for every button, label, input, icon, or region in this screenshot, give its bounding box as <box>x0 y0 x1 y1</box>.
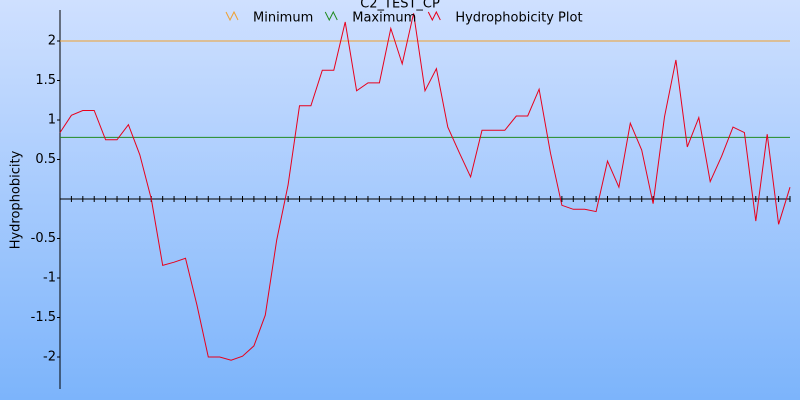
data-line <box>59 13 791 361</box>
chart-title: C2_TEST_CP <box>360 0 440 12</box>
legend-label: Maximum <box>352 11 416 26</box>
y-tick-label: 0.5 <box>35 152 56 167</box>
legend-label: Minimum <box>253 11 313 26</box>
legend-icon <box>427 10 441 22</box>
y-axis-label: Hydrophobicity <box>9 150 24 249</box>
y-tick-label: 1.5 <box>35 73 56 88</box>
y-tick-label: -1 <box>43 271 56 286</box>
legend-icon <box>324 10 338 22</box>
legend-label: Hydrophobicity Plot <box>455 11 582 26</box>
y-tick-label: -0.5 <box>31 231 56 246</box>
y-tick-label: -1.5 <box>31 310 56 325</box>
y-tick-label: 2 <box>48 34 56 49</box>
y-tick-label: 1 <box>48 113 56 128</box>
legend-icon <box>225 10 239 22</box>
y-tick-label: -2 <box>43 350 56 365</box>
